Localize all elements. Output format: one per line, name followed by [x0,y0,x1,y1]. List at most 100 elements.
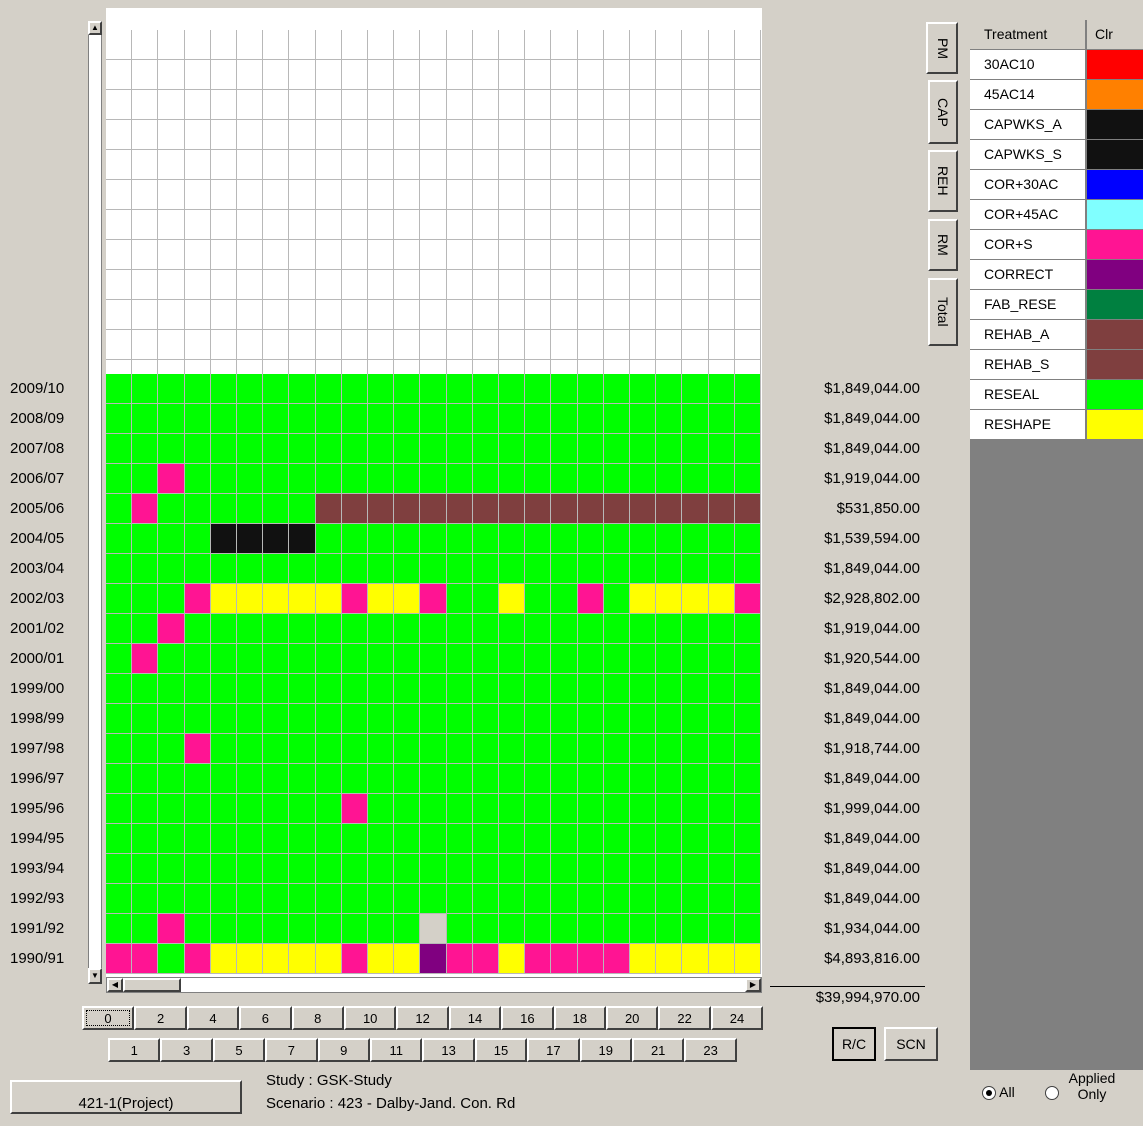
grid-cell[interactable] [420,644,447,674]
grid-cell[interactable] [446,554,473,584]
grid-cell[interactable] [682,644,709,674]
grid-cell[interactable] [577,674,604,704]
grid-cell-empty[interactable] [708,270,735,300]
grid-cell[interactable] [263,404,290,434]
grid-cell-empty[interactable] [734,30,761,60]
grid-cell-empty[interactable] [656,30,683,60]
grid-cell[interactable] [420,374,447,404]
grid-cell[interactable] [656,674,683,704]
grid-cell[interactable] [263,554,290,584]
grid-cell[interactable] [472,914,499,944]
grid-cell-empty[interactable] [682,150,709,180]
grid-cell[interactable] [577,524,604,554]
grid-cell[interactable] [472,734,499,764]
grid-cell-empty[interactable] [630,330,657,360]
grid-cell-empty[interactable] [132,60,159,90]
grid-cell-empty[interactable] [132,180,159,210]
column-button[interactable]: 18 [553,1006,606,1030]
grid-cell[interactable] [263,524,290,554]
grid-cell[interactable] [708,914,735,944]
grid-cell[interactable] [734,794,761,824]
grid-cell-empty[interactable] [551,120,578,150]
grid-cell-empty[interactable] [708,60,735,90]
grid-cell-empty[interactable] [341,240,368,270]
grid-cell[interactable] [158,854,185,884]
grid-cell[interactable] [315,914,342,944]
grid-cell[interactable] [263,734,290,764]
grid-cell[interactable] [184,524,211,554]
grid-cell[interactable] [184,554,211,584]
grid-cell[interactable] [446,854,473,884]
grid-cell[interactable] [734,674,761,704]
tab-reh[interactable]: REH [928,150,958,212]
grid-cell[interactable] [158,914,185,944]
grid-cell-empty[interactable] [656,330,683,360]
grid-cell[interactable] [315,884,342,914]
grid-cell-empty[interactable] [315,90,342,120]
grid-cell-empty[interactable] [708,150,735,180]
grid-cell[interactable] [472,434,499,464]
grid-cell-empty[interactable] [132,300,159,330]
grid-cell-empty[interactable] [106,240,133,270]
grid-cell-empty[interactable] [603,120,630,150]
grid-cell[interactable] [525,614,552,644]
grid-cell-empty[interactable] [341,30,368,60]
grid-cell[interactable] [499,554,526,584]
grid-cell[interactable] [630,704,657,734]
grid-cell[interactable] [446,764,473,794]
grid-cell[interactable] [551,374,578,404]
grid-cell-empty[interactable] [577,270,604,300]
grid-cell-empty[interactable] [158,180,185,210]
grid-cell-empty[interactable] [237,270,264,300]
grid-cell[interactable] [341,404,368,434]
grid-cell[interactable] [499,824,526,854]
grid-cell[interactable] [106,944,133,974]
grid-cell[interactable] [446,404,473,434]
grid-cell[interactable] [158,674,185,704]
grid-cell[interactable] [341,434,368,464]
grid-cell-empty[interactable] [289,300,316,330]
grid-cell[interactable] [237,884,264,914]
grid-cell[interactable] [630,914,657,944]
grid-cell-empty[interactable] [158,30,185,60]
grid-cell[interactable] [734,944,761,974]
grid-cell[interactable] [446,944,473,974]
column-button[interactable]: 22 [658,1006,711,1030]
grid-cell[interactable] [577,734,604,764]
grid-cell[interactable] [682,794,709,824]
grid-cell[interactable] [734,584,761,614]
grid-cell[interactable] [708,584,735,614]
tab-total[interactable]: Total [928,278,958,346]
grid-cell[interactable] [656,854,683,884]
grid-cell[interactable] [446,524,473,554]
grid-cell[interactable] [499,734,526,764]
filter-all-radio[interactable]: All [982,1084,1015,1101]
grid-cell[interactable] [237,524,264,554]
grid-cell[interactable] [708,944,735,974]
grid-cell[interactable] [158,494,185,524]
grid-cell-empty[interactable] [341,90,368,120]
scroll-thumb[interactable] [123,978,181,992]
grid-cell[interactable] [472,944,499,974]
grid-cell[interactable] [210,404,237,434]
grid-cell[interactable] [682,614,709,644]
grid-cell[interactable] [525,374,552,404]
grid-cell[interactable] [708,494,735,524]
grid-cell-empty[interactable] [708,210,735,240]
grid-cell[interactable] [656,404,683,434]
grid-cell[interactable] [237,584,264,614]
grid-cell[interactable] [158,644,185,674]
grid-cell-empty[interactable] [237,330,264,360]
grid-cell[interactable] [341,734,368,764]
grid-cell[interactable] [263,884,290,914]
grid-cell[interactable] [708,524,735,554]
grid-cell-empty[interactable] [446,240,473,270]
grid-cell-empty[interactable] [472,210,499,240]
grid-cell[interactable] [106,674,133,704]
grid-cell[interactable] [210,614,237,644]
grid-cell-empty[interactable] [577,180,604,210]
grid-cell[interactable] [734,464,761,494]
grid-cell[interactable] [420,554,447,584]
grid-cell-empty[interactable] [499,300,526,330]
grid-cell-empty[interactable] [341,60,368,90]
